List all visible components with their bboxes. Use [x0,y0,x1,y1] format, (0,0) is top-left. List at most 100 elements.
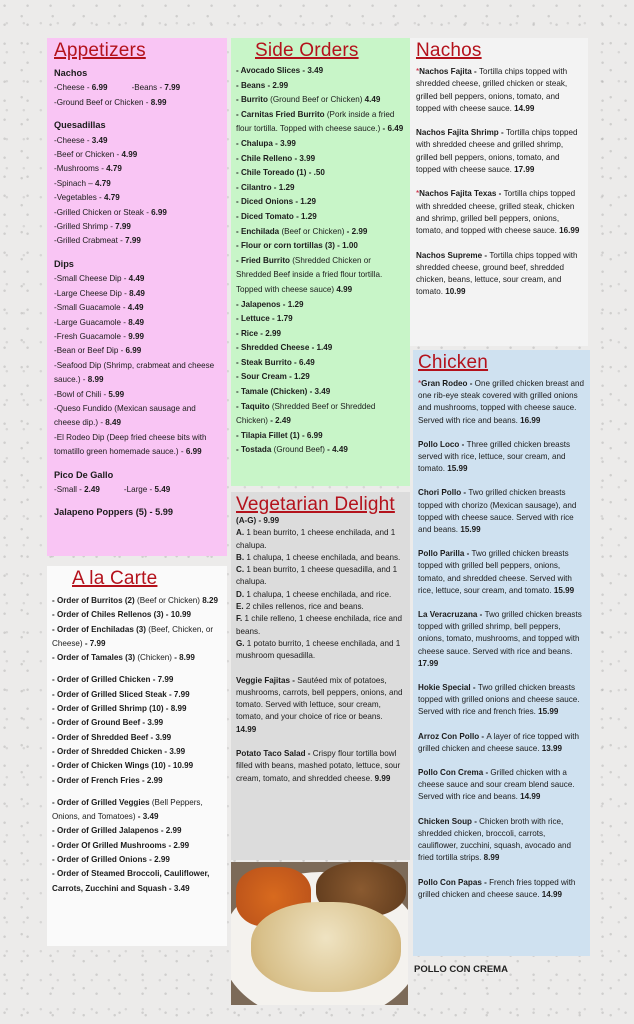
item-name-or-price: Veggie Fajitas - [236,675,298,685]
menu-row: Chori Pollo - Two grilled chicken breast… [418,487,584,536]
item-name-or-price: Pollo Con Papas - [418,877,490,887]
menu-item: Hokie Special - Two grilled chicken brea… [418,682,584,719]
item-name-or-price: 2.49 [84,484,100,494]
menu-row: - Order of Shredded Chicken - 3.99 [52,745,221,759]
item-description: 1 potato burrito, 1 cheese enchilada, an… [236,638,401,661]
menu-row: Chicken Soup - Chicken broth with rice, … [418,816,584,865]
item-name-or-price: 5.49 [154,484,171,494]
menu-row: -Small - 2.49 -Large - 5.49 [54,483,221,497]
menu-item: Pollo Con Crema - Grilled chicken with a… [418,767,584,804]
item-name-or-price: 16.99 [559,226,580,236]
menu-group: Nachos Supreme - Tortilla chips topped w… [416,250,582,299]
item-name-or-price: - Order of Shredded Beef - 3.99 [52,732,172,742]
section-title: A la Carte [72,568,158,589]
menu-item: - Tostada (Ground Beef) - 4.49 [236,443,348,458]
menu-item: *Nachos Fajita - Tortilla chips topped w… [416,66,582,115]
section-a-la-carte: A la Carte - Order of Burritos (2) (Beef … [47,566,227,946]
menu-item: -Fresh Guacamole - 9.99 [54,330,144,344]
menu-row: - Diced Onions - 1.29 [236,195,404,210]
menu-item: Pollo Parilla - Two grilled chicken brea… [418,548,584,597]
item-name-or-price: - Diced Tomato - 1.29 [236,211,317,221]
menu-item: -Grilled Shrimp - 7.99 [54,220,131,234]
menu-row: -Mushrooms - 4.79 [54,162,221,176]
item-name-or-price: Pollo Loco - [418,439,467,449]
menu-item: Chori Pollo - Two grilled chicken breast… [418,487,584,536]
item-description: Crispy flour tortilla bowl filled with b… [236,749,401,783]
item-description: (Ground Beef or Chicken) [270,95,365,105]
item-description: Tortilla chips topped with shredded chee… [416,67,568,113]
item-name-or-price: Pollo Parilla - [418,549,472,559]
menu-row: - Rice - 2.99 [236,327,404,342]
section-side-orders: Side Orders - Avocado Slices - 3.49 - Bean… [231,38,410,486]
item-name-or-price: - Chile Toreado (1) - .50 [236,168,325,178]
menu-row: La Veracruzana - Two grilled chicken bre… [418,609,584,670]
menu-row: E. 2 chiles rellenos, rice and beans. [236,601,404,613]
item-name-or-price: Arroz Con Pollo - [418,731,487,741]
item-name-or-price: - Flour or corn tortillas (3) - 1.00 [236,241,358,251]
menu-row: Potato Taco Salad - Crispy flour tortill… [236,748,404,785]
item-description: -Fresh Guacamole - [54,331,129,341]
menu-group: *Nachos Fajita - Tortilla chips topped w… [416,66,582,115]
menu-row: - Fried Burrito (Shredded Chicken or Shr… [236,254,404,298]
menu-group: *Gran Rodeo - One grilled chicken breast… [418,378,584,427]
item-description: -Small Guacamole - [54,303,128,313]
item-description: -Ground Beef or Chicken - [54,97,151,107]
item-name-or-price: Hokie Special - [418,683,478,693]
item-name-or-price: 15.99 [460,525,481,535]
menu-item: - Chile Relleno - 3.99 [236,152,315,167]
menu-row: - Flour or corn tortillas (3) - 1.00 [236,239,404,254]
item-name-or-price: (A-G) - 9.99 [236,516,280,525]
menu-item: -Seafood Dip (Shrimp, crabmeat and chees… [54,359,221,388]
menu-item: D. 1 chalupa, 1 cheese enchilada, and ri… [236,589,391,601]
item-name-or-price: 7.99 [125,236,141,246]
item-description: (Beef or Chicken) [137,596,203,605]
menu-item: - Steak Burrito - 6.49 [236,356,315,371]
menu-group: Pollo Con Papas - French fries topped wi… [418,877,584,901]
item-description: Two grilled chicken breasts topped with … [418,488,577,535]
item-description: -Large Guacamole - [54,317,129,327]
item-name-or-price: 5.99 [108,389,125,399]
menu-row: -Grilled Crabmeat - 7.99 [54,234,221,248]
item-description: -Beef or Chicken - [54,150,122,160]
item-name-or-price: - Tilapia Fillet (1) - 6.99 [236,430,323,440]
menu-item: Pollo Loco - Three grilled chicken breas… [418,439,584,476]
menu-row: -Queso Fundido (Mexican sausage and chee… [54,402,221,431]
item-name-or-price: 15.99 [553,585,575,595]
item-name-or-price: 15.99 [538,707,559,717]
item-name-or-price: 9.99 [128,331,144,341]
item-description: -El Rodeo Dip (Deep fried cheese bits wi… [54,432,207,457]
item-name-or-price: - Burrito [236,95,271,105]
menu-row: Pollo Loco - Three grilled chicken breas… [418,439,584,476]
menu-row: - Order of Enchiladas (3) (Beef, Chicken… [52,623,221,652]
menu-row: - Order of Steamed Broccoli, Cauliflower… [52,867,221,896]
item-description: 1 chalupa, 1 cheese enchilada, and beans… [246,552,401,562]
menu-item: -Queso Fundido (Mexican sausage and chee… [54,402,221,431]
item-name-or-price: - Order of Enchiladas (3) [52,624,149,634]
menu-item: - Jalapenos - 1.29 [236,298,303,313]
item-name-or-price: 3.49 [91,135,108,145]
menu-item: Nachos Fajita Shrimp - Tortilla chips to… [416,127,582,176]
item-name-or-price: - Fried Burrito [236,255,293,265]
item-name-or-price: - Order of Chicken Wings (10) - 10.99 [52,761,194,771]
menu-row: -Small Guacamole - 4.49 [54,301,221,315]
item-description: Chicken broth with rice, shredded chicke… [418,816,571,863]
item-name-or-price: 14.99 [541,889,562,899]
menu-row: - Order Of Grilled Mushrooms - 2.99 [52,839,221,853]
menu-item: - Burrito (Ground Beef or Chicken) 4.49 [236,93,380,108]
item-name-or-price: 17.99 [418,658,439,668]
item-name-or-price: E. [236,602,246,612]
menu-item: -Vegetables - 4.79 [54,191,120,205]
item-description: (Ground Beef) [273,445,328,455]
menu-row: - Tostada (Ground Beef) - 4.49 [236,443,404,458]
menu-item: -Ground Beef or Chicken - 8.99 [54,96,166,110]
menu-item: - Order Of Grilled Mushrooms - 2.99 [52,839,189,853]
item-name-or-price: - Order of Burritos (2) [52,596,137,605]
item-description: Tortilla chips topped with shredded chee… [416,128,578,175]
menu-row: - Diced Tomato - 1.29 [236,210,404,225]
item-description: -Small Cheese Dip - [54,274,129,284]
menu-item: - Diced Onions - 1.29 [236,195,316,210]
menu-row: - Order of French Fries - 2.99 [52,774,221,788]
menu-item: - Order of Grilled Jalapenos - 2.99 [52,824,182,838]
menu-group: Pollo Parilla - Two grilled chicken brea… [418,548,584,597]
menu-item: - Order of Chicken Wings (10) - 10.99 [52,759,193,773]
